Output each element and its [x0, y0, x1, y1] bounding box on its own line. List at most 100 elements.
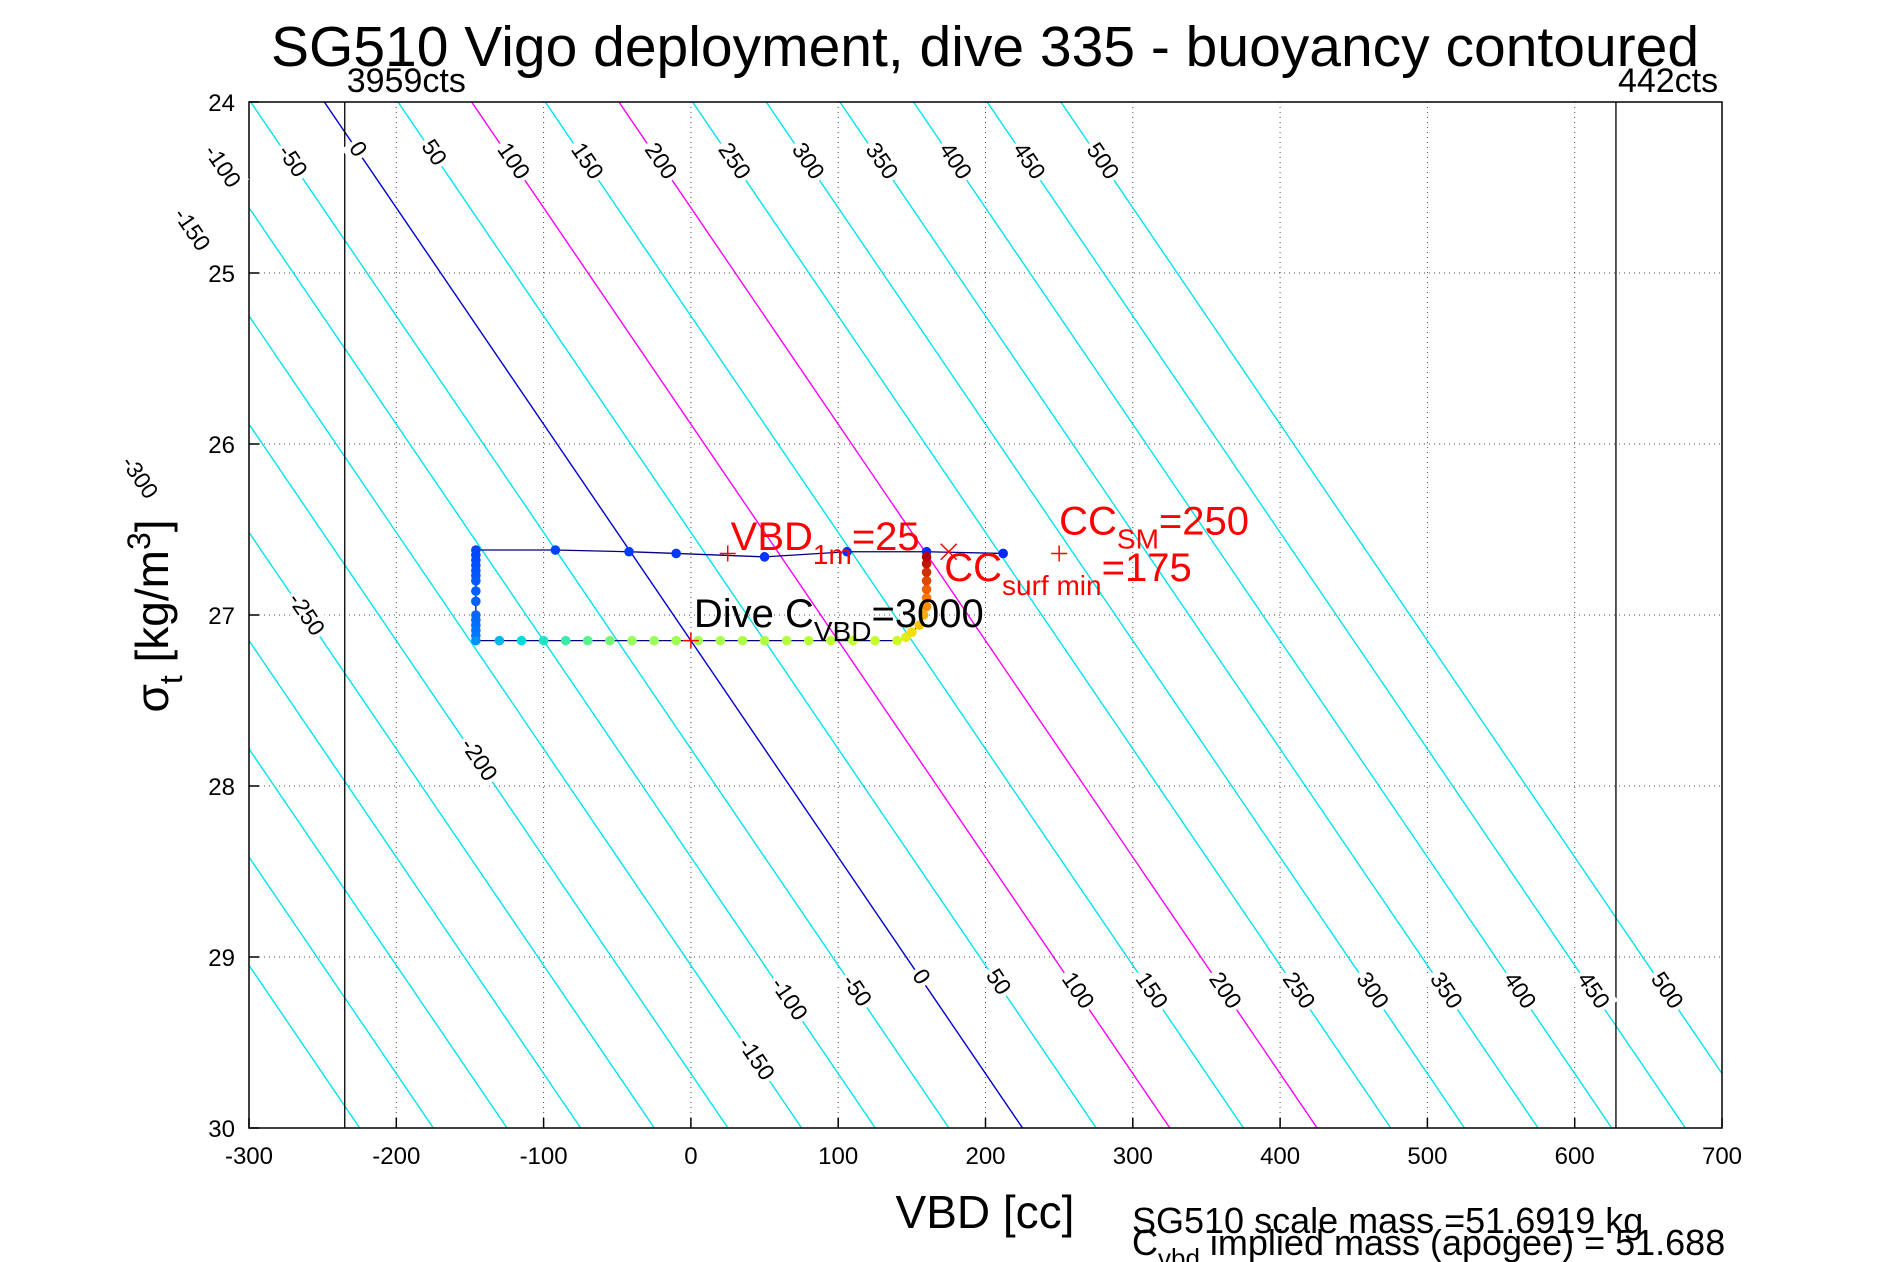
contour-label-background — [1643, 963, 1692, 1017]
y-tick-label: 26 — [208, 432, 235, 459]
contour-label-background — [1569, 963, 1618, 1017]
buoyancy-contour-line — [249, 422, 729, 1128]
buoyancy-contour-line — [249, 747, 508, 1128]
annotation-value: =25 — [852, 515, 920, 559]
dive-point — [921, 552, 932, 562]
y-tick-label: 29 — [208, 945, 235, 972]
dive-point — [605, 635, 615, 646]
buoyancy-contour-line — [692, 102, 1392, 1128]
y-tick-label: 25 — [208, 261, 235, 288]
footnote-implied-mass-main: C — [1132, 1222, 1158, 1262]
contour-label-background — [489, 134, 539, 187]
annotation: CCSM=250 — [1059, 500, 1249, 555]
annotation-subscript: SM — [1117, 524, 1159, 555]
annotation-main: CC — [1059, 500, 1117, 544]
buoyancy-contour-line — [249, 206, 876, 1128]
dive-point — [560, 635, 571, 646]
vbd-limit-label: 442cts — [1618, 62, 1718, 100]
vbd-limit-label: 3959cts — [347, 62, 466, 100]
dive-point — [550, 545, 561, 555]
contour-label-background — [1079, 134, 1128, 187]
contour-label-upper: -50 — [273, 140, 313, 182]
contour-label-background — [730, 1029, 783, 1088]
buoyancy-contour-line — [249, 314, 803, 1128]
contour-label-background — [1054, 963, 1103, 1017]
y-axis-ticks: 24 25 26 27 28 29 30 — [208, 90, 259, 1143]
plus-marker — [682, 632, 699, 649]
buoyancy-contour-line — [912, 102, 1613, 1128]
dive-point — [921, 584, 932, 595]
buoyancy-contour-line — [323, 102, 1024, 1128]
dive-point — [627, 635, 637, 646]
annotation-subscript: 1m — [813, 539, 852, 570]
buoyancy-contour-line — [249, 531, 655, 1128]
dive-point — [715, 635, 726, 646]
contour-label-background — [931, 134, 980, 187]
dive-point — [538, 635, 549, 646]
contour-label-background — [1005, 134, 1054, 187]
x-axis-ticks: -300 -200 -100 0 100 200 300 400 500 600 700 — [225, 1118, 1742, 1170]
x-tick-label: -300 — [225, 1143, 273, 1170]
contour-label-background — [858, 134, 907, 187]
annotation-main: VBD — [731, 515, 813, 559]
annotation-main: CC — [944, 546, 1002, 590]
y-tick-label: 27 — [208, 603, 235, 630]
dive-point — [914, 620, 925, 631]
dive-path — [471, 545, 1008, 646]
plus-marker — [719, 545, 736, 562]
markers — [682, 543, 1068, 649]
dive-point — [918, 610, 929, 620]
buoyancy-contour-line — [765, 102, 1466, 1128]
annotation: CCsurf min=175 — [944, 546, 1191, 601]
dive-point — [892, 635, 902, 646]
y-axis-label-unit: [kg/m — [126, 550, 178, 675]
dive-point — [907, 627, 917, 637]
contour-label-background — [563, 134, 612, 187]
y-axis-label-close: ] — [126, 519, 178, 532]
dive-point — [921, 601, 932, 612]
contour-label-upper: 50 — [417, 134, 453, 170]
annotation-value: =250 — [1159, 500, 1249, 544]
contour-label-background — [453, 729, 506, 789]
dive-point — [671, 635, 681, 646]
dive-point — [998, 548, 1008, 559]
x-tick-label: 200 — [965, 1143, 1005, 1170]
footnote-scale-mass: SG510 scale mass =51.6919 kg — [1132, 1200, 1643, 1241]
buoyancy-contour-line — [397, 102, 1097, 1128]
contour-label-background — [1422, 963, 1471, 1017]
buoyancy-contour-line — [1060, 102, 1722, 1075]
contour-label-background — [196, 136, 250, 196]
x-tick-label: 700 — [1702, 1143, 1742, 1170]
buoyancy-contour-line — [986, 102, 1686, 1128]
contour-labels: -400-350-300-250-200-150-100-50050100150… — [113, 131, 1692, 1088]
dive-point — [842, 546, 852, 557]
x-tick-label: -200 — [372, 1143, 420, 1170]
dive-point — [471, 596, 481, 607]
dive-point — [781, 635, 792, 646]
annotation-value: =175 — [1102, 546, 1192, 590]
buoyancy-contour-line — [249, 639, 582, 1128]
dive-point — [759, 552, 770, 562]
contour-label-background — [166, 199, 219, 259]
vbd-limit-labels: 3959cts 442cts — [347, 62, 1718, 100]
x-axis-label: VBD [cc] — [896, 1186, 1075, 1238]
y-axis-label: σt [kg/m3] — [121, 519, 189, 712]
buoyancy-contour-line — [618, 102, 1318, 1128]
dive-point — [471, 576, 481, 586]
dive-point — [921, 576, 932, 586]
contour-label-background — [1275, 963, 1324, 1017]
dive-point — [671, 548, 681, 559]
contour-label-background — [1201, 963, 1250, 1017]
dive-point — [803, 635, 814, 646]
contour-label-background — [113, 447, 167, 507]
dive-point — [649, 635, 659, 646]
y-axis-label-symbol: σ — [126, 684, 178, 712]
annotation-subscript: surf min — [1002, 570, 1102, 601]
x-tick-label: 300 — [1113, 1143, 1153, 1170]
footnote-implied-mass-tail: implied mass (apogee) = 51.688 — [1200, 1222, 1725, 1262]
dive-point — [471, 586, 481, 596]
y-tick-label: 28 — [208, 774, 235, 801]
dive-point — [921, 593, 932, 603]
